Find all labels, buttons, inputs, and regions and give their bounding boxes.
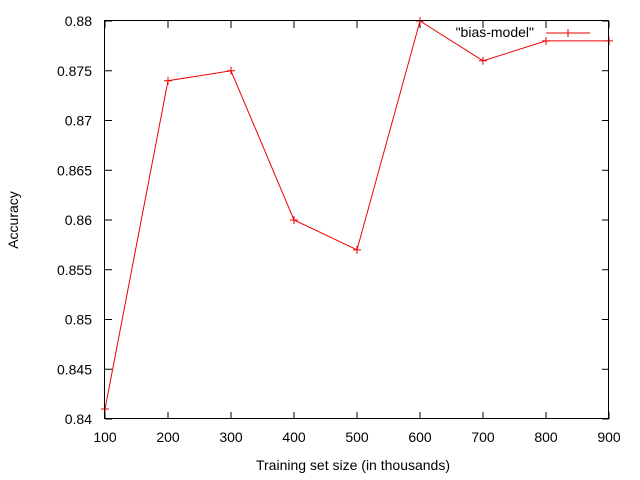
y-tick-label: 0.88 — [65, 13, 92, 29]
data-point-marker — [290, 216, 298, 224]
x-tick-label: 200 — [156, 429, 180, 445]
y-tick-label: 0.855 — [57, 262, 92, 278]
x-tick-label: 600 — [408, 429, 432, 445]
x-tick-label: 300 — [219, 429, 243, 445]
legend-label: "bias-model" — [456, 24, 534, 40]
y-tick-label: 0.865 — [57, 162, 92, 178]
y-axis-label: Accuracy — [5, 191, 21, 249]
x-tick-label: 100 — [93, 429, 117, 445]
y-tick-label: 0.845 — [57, 361, 92, 377]
x-tick-label: 500 — [345, 429, 369, 445]
legend: "bias-model" — [456, 24, 590, 40]
y-tick-label: 0.85 — [65, 312, 92, 328]
data-point-marker — [164, 76, 172, 85]
y-tick-label: 0.84 — [65, 411, 92, 427]
x-tick-label: 700 — [471, 429, 495, 445]
x-tick-label: 900 — [597, 429, 621, 445]
data-point-marker — [353, 245, 361, 254]
x-tick-label: 800 — [534, 429, 558, 445]
y-tick-label: 0.875 — [57, 63, 92, 79]
data-point-marker — [227, 66, 235, 75]
tick-labels-layer: 100 200 300 400 500 600 700 800 900 0.84 0.845 0.85… — [57, 13, 621, 445]
y-tick-label: 0.86 — [65, 212, 92, 228]
plot-frame — [104, 20, 609, 419]
x-axis-label: Training set size (in thousands) — [256, 457, 450, 473]
data-point-marker — [542, 36, 550, 45]
ticks-layer — [104, 20, 610, 420]
data-point-marker — [479, 56, 487, 65]
legend-marker-plus — [564, 29, 572, 37]
series-layer — [101, 17, 613, 414]
series-line — [104, 20, 609, 410]
x-tick-label: 400 — [282, 429, 306, 445]
y-tick-label: 0.87 — [65, 113, 92, 129]
